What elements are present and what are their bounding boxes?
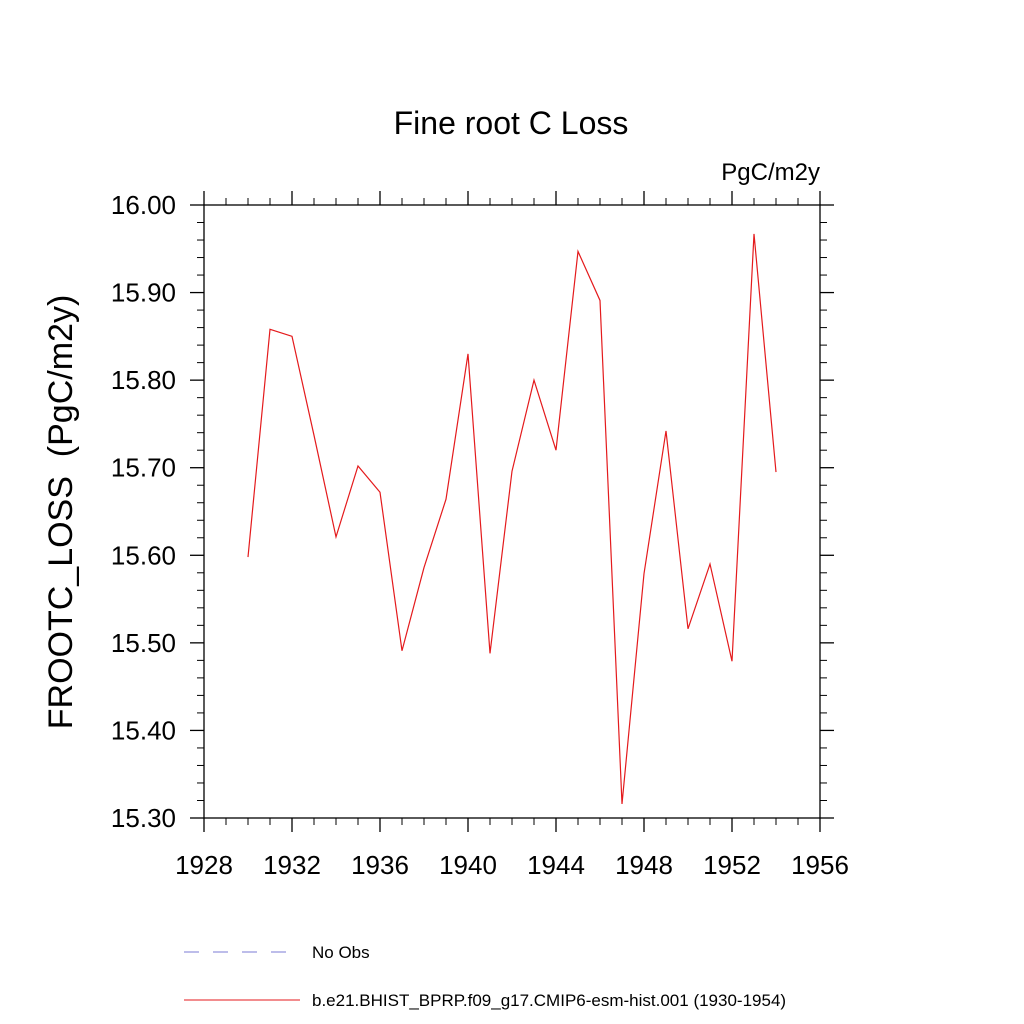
x-tick-label: 1948 (615, 850, 673, 880)
legend-label: No Obs (312, 943, 370, 962)
y-tick-label: 15.70 (111, 453, 176, 483)
y-tick-label: 15.50 (111, 628, 176, 658)
x-tick-label: 1956 (791, 850, 849, 880)
x-tick-label: 1940 (439, 850, 497, 880)
y-tick-label: 15.30 (111, 803, 176, 833)
plot-frame (203, 204, 821, 819)
series-layer (247, 233, 777, 805)
units-label: PgC/m2y (721, 159, 820, 186)
chart-title: Fine root C Loss (394, 105, 629, 141)
x-tick-label: 1936 (351, 850, 409, 880)
y-axis-label: FROOTC_LOSS (PgC/m2y) (42, 295, 80, 730)
y-tick-label: 16.00 (111, 190, 176, 220)
y-tick-label: 15.90 (111, 278, 176, 308)
y-tick-label: 15.40 (111, 715, 176, 745)
y-tick-label: 15.60 (111, 540, 176, 570)
x-tick-label: 1944 (527, 850, 585, 880)
tick-labels: 1928 1932 1936 1940 1944 1948 1952 1956 15.30 15.… (111, 190, 849, 880)
x-tick-label: 1932 (263, 850, 321, 880)
x-tick-label: 1928 (175, 850, 233, 880)
legend: No Obs b.e21.BHIST_BPRP.f09_g17.CMIP6-esm… (184, 943, 786, 1010)
series-line (247, 233, 777, 805)
legend-label: b.e21.BHIST_BPRP.f09_g17.CMIP6-esm-hist.… (312, 991, 786, 1010)
axis-ticks (190, 191, 834, 832)
y-tick-label: 15.80 (111, 365, 176, 395)
x-tick-label: 1952 (703, 850, 761, 880)
